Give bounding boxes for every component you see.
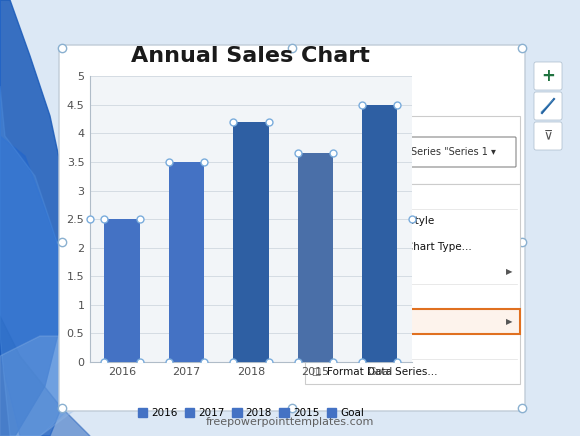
FancyBboxPatch shape bbox=[399, 137, 516, 167]
Polygon shape bbox=[0, 0, 80, 436]
Text: Reset to Match Style: Reset to Match Style bbox=[327, 217, 434, 226]
Bar bbox=[298, 153, 333, 362]
Text: Delete: Delete bbox=[327, 191, 361, 201]
Text: Outline: Outline bbox=[356, 162, 392, 172]
Polygon shape bbox=[0, 316, 90, 436]
Bar bbox=[313, 164, 345, 174]
Text: 🪣: 🪣 bbox=[325, 137, 333, 150]
Title: Annual Sales Chart: Annual Sales Chart bbox=[132, 46, 370, 66]
Bar bbox=[362, 105, 397, 362]
FancyBboxPatch shape bbox=[354, 133, 394, 177]
Text: ◫: ◫ bbox=[311, 217, 321, 226]
Bar bbox=[305, 184, 520, 384]
FancyBboxPatch shape bbox=[309, 133, 349, 177]
Text: ▦: ▦ bbox=[311, 242, 321, 252]
Text: Add Data Labels: Add Data Labels bbox=[327, 317, 412, 327]
Text: Fill: Fill bbox=[322, 162, 336, 172]
Text: Change Series Chart Type...: Change Series Chart Type... bbox=[327, 242, 472, 252]
Polygon shape bbox=[0, 0, 70, 436]
Text: ▶: ▶ bbox=[506, 267, 512, 276]
FancyBboxPatch shape bbox=[305, 116, 520, 184]
Text: +: + bbox=[541, 67, 555, 85]
FancyBboxPatch shape bbox=[59, 45, 525, 411]
Text: Format Data Series...: Format Data Series... bbox=[327, 367, 437, 377]
Polygon shape bbox=[0, 336, 100, 436]
Polygon shape bbox=[0, 86, 85, 436]
Text: ▶: ▶ bbox=[506, 317, 512, 326]
Bar bbox=[233, 122, 269, 362]
Legend: 2016, 2017, 2018, 2015, Goal: 2016, 2017, 2018, 2015, Goal bbox=[133, 404, 368, 422]
FancyBboxPatch shape bbox=[534, 122, 562, 150]
Text: ◫: ◫ bbox=[311, 367, 321, 377]
Bar bbox=[104, 219, 140, 362]
Text: freepowerpointtemplates.com: freepowerpointtemplates.com bbox=[206, 417, 374, 427]
Text: Series "Series 1 ▾: Series "Series 1 ▾ bbox=[411, 147, 495, 157]
Text: Add Trendline...: Add Trendline... bbox=[327, 341, 408, 351]
FancyBboxPatch shape bbox=[534, 62, 562, 90]
Bar bbox=[305, 309, 520, 334]
Text: 3-D Rotation...: 3-D Rotation... bbox=[327, 292, 403, 302]
Text: ⊽: ⊽ bbox=[543, 129, 553, 143]
Text: Edit Data: Edit Data bbox=[327, 266, 375, 276]
Bar bbox=[169, 162, 204, 362]
Bar bbox=[313, 146, 345, 164]
FancyBboxPatch shape bbox=[534, 92, 562, 120]
Text: ▦: ▦ bbox=[311, 266, 321, 276]
